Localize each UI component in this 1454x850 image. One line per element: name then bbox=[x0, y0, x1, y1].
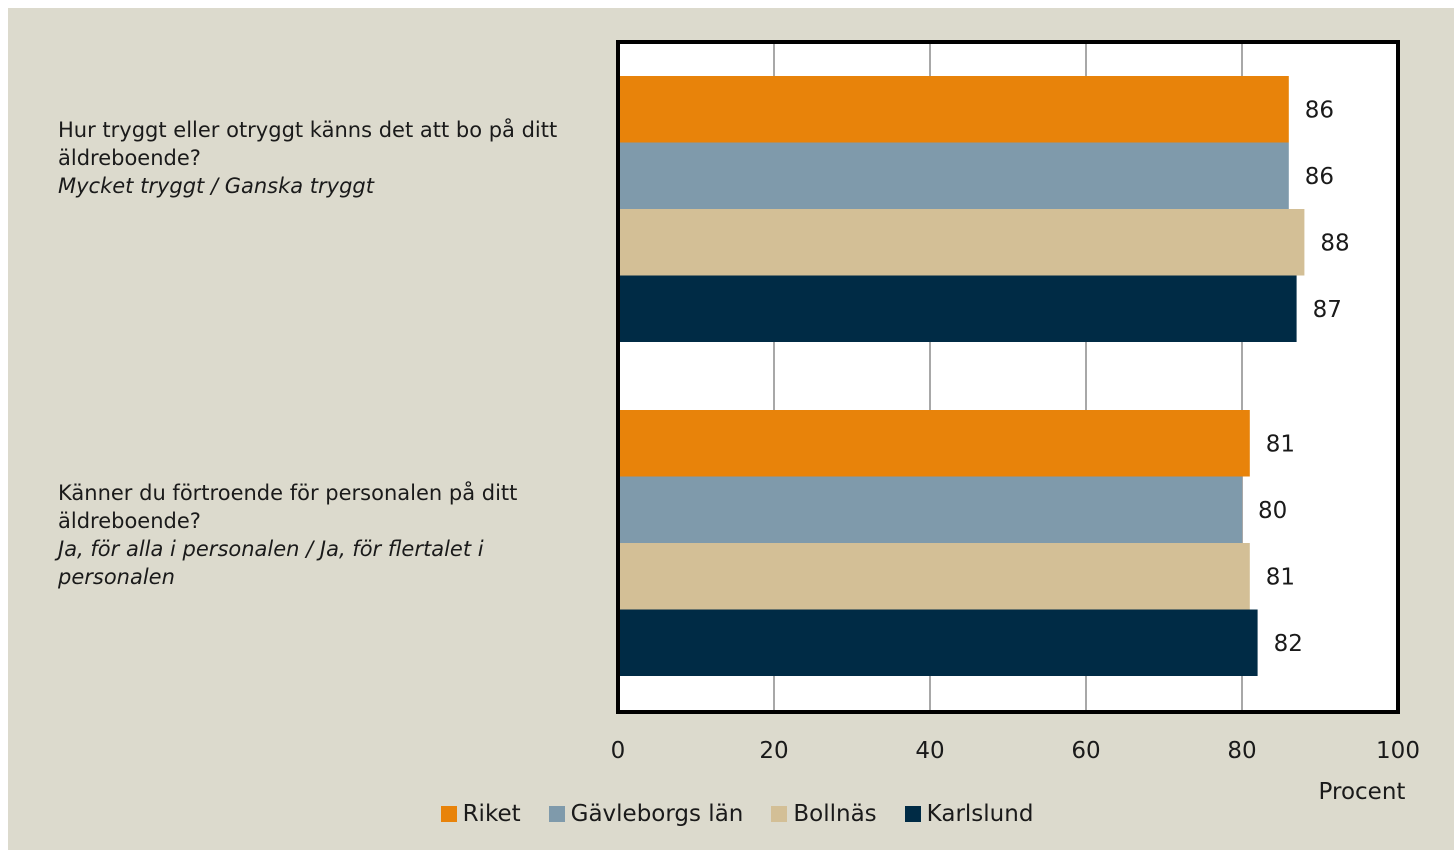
category-answers: Mycket tryggt / Ganska tryggt bbox=[58, 174, 374, 198]
x-tick-label: 60 bbox=[1071, 738, 1100, 764]
data-label: 81 bbox=[1266, 431, 1295, 457]
category-label-trust: Känner du förtroende för personalen på d… bbox=[58, 479, 598, 591]
bar bbox=[618, 476, 1242, 543]
data-label: 86 bbox=[1305, 97, 1334, 123]
legend-item-gavleborgs-lan: Gävleborgs län bbox=[548, 801, 744, 827]
bar bbox=[618, 76, 1289, 143]
x-tick-label: 80 bbox=[1227, 738, 1256, 764]
legend-swatch bbox=[771, 806, 788, 822]
legend-item-riket: Riket bbox=[440, 801, 521, 827]
legend-swatch bbox=[440, 806, 457, 822]
legend: Riket Gävleborgs län Bollnäs Karlslund bbox=[0, 798, 1454, 830]
legend-item-bollnas: Bollnäs bbox=[771, 801, 877, 827]
legend-swatch bbox=[904, 806, 921, 822]
plot-frame bbox=[616, 40, 1400, 714]
data-label: 88 bbox=[1320, 230, 1349, 256]
data-label: 82 bbox=[1274, 631, 1303, 657]
x-tick-label: 0 bbox=[611, 738, 626, 764]
category-answers: Ja, för alla i personalen / Ja, för fler… bbox=[58, 537, 484, 589]
legend-label: Gävleborgs län bbox=[570, 801, 744, 827]
data-label: 81 bbox=[1266, 564, 1295, 590]
data-label: 87 bbox=[1313, 297, 1342, 323]
bar bbox=[618, 209, 1305, 276]
legend-label: Karlslund bbox=[926, 801, 1034, 827]
bar bbox=[618, 543, 1250, 610]
x-tick-label: 40 bbox=[915, 738, 944, 764]
bar bbox=[618, 275, 1297, 342]
x-tick-label: 20 bbox=[759, 738, 788, 764]
legend-label: Bollnäs bbox=[793, 801, 877, 827]
x-axis-title: Procent bbox=[1319, 779, 1406, 805]
legend-swatch bbox=[548, 806, 565, 822]
data-label: 86 bbox=[1305, 164, 1334, 190]
x-tick-label: 100 bbox=[1376, 738, 1420, 764]
category-label-safety: Hur tryggt eller otryggt känns det att b… bbox=[58, 116, 598, 200]
bar bbox=[618, 609, 1258, 676]
category-question: Hur tryggt eller otryggt känns det att b… bbox=[58, 118, 558, 170]
bar bbox=[618, 142, 1289, 209]
legend-label: Riket bbox=[462, 801, 521, 827]
bars bbox=[618, 76, 1305, 676]
data-label: 80 bbox=[1258, 498, 1287, 524]
bar bbox=[618, 410, 1250, 477]
value-labels: 86 81 86 80 88 81 87 82 bbox=[1258, 97, 1350, 657]
x-tick-labels: 0 20 40 60 80 100 bbox=[611, 738, 1420, 764]
category-question: Känner du förtroende för personalen på d… bbox=[58, 481, 518, 533]
legend-item-karlslund: Karlslund bbox=[904, 801, 1034, 827]
